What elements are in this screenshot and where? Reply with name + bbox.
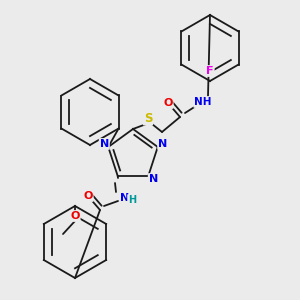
- Text: O: O: [83, 191, 93, 201]
- Text: O: O: [70, 211, 80, 221]
- Text: O: O: [163, 98, 173, 108]
- Text: N: N: [100, 139, 109, 149]
- Text: NH: NH: [194, 97, 212, 107]
- Text: F: F: [206, 66, 214, 76]
- Text: N: N: [158, 139, 167, 149]
- Text: N: N: [120, 193, 129, 203]
- Text: H: H: [128, 195, 136, 205]
- Text: S: S: [144, 112, 152, 124]
- Text: N: N: [149, 174, 158, 184]
